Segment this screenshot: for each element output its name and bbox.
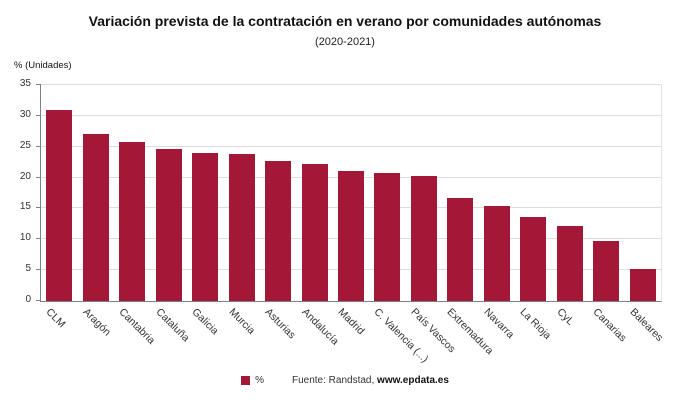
chart-subtitle: (2020-2021) bbox=[315, 36, 375, 48]
bar bbox=[228, 153, 255, 301]
bar bbox=[301, 164, 328, 301]
y-tick-mark bbox=[36, 176, 41, 178]
y-tick-label: 35 bbox=[19, 78, 31, 89]
x-axis-label: Murcia bbox=[226, 306, 257, 337]
bar-column: Andalucía bbox=[296, 85, 341, 348]
y-axis-ticks: 0 5 10 15 20 25 30 35 bbox=[0, 78, 36, 305]
y-tick-label: 20 bbox=[19, 170, 31, 182]
x-axis-label: La Rioja bbox=[517, 306, 554, 342]
y-tick-mark bbox=[36, 145, 41, 147]
x-axis-label: Andalucía bbox=[299, 306, 341, 348]
bar-column: La Rioja bbox=[515, 85, 554, 342]
bar-column: C. Valencia (...) bbox=[369, 85, 431, 365]
bar bbox=[119, 141, 146, 301]
gridline bbox=[41, 145, 661, 147]
chart-title: Variación prevista de la contratación en… bbox=[88, 13, 602, 29]
bar bbox=[82, 133, 109, 301]
y-tick-label: 15 bbox=[19, 201, 31, 213]
x-axis-label: CLM bbox=[43, 306, 68, 331]
x-axis-label: Baleares bbox=[627, 306, 666, 344]
bar-column: CyL bbox=[552, 85, 588, 328]
y-tick-mark bbox=[36, 84, 41, 85]
x-axis-label: Madrid bbox=[335, 306, 367, 338]
bars: CLM Aragón Cantabria Cataluña Galicia Murcia A… bbox=[41, 85, 665, 365]
x-axis-label: Canarias bbox=[590, 306, 629, 345]
x-axis-label: Navarra bbox=[481, 306, 517, 341]
bar bbox=[46, 109, 73, 301]
bar-column: Galicia bbox=[187, 85, 223, 337]
gridline bbox=[41, 84, 661, 85]
bar-column: Murcia bbox=[223, 85, 259, 337]
bar bbox=[192, 152, 219, 301]
plot-area: CLM Aragón Cantabria Cataluña Galicia Murcia A… bbox=[36, 84, 665, 365]
y-tick-label: 10 bbox=[19, 232, 31, 244]
y-tick-mark bbox=[36, 300, 41, 301]
x-axis-label: Aragón bbox=[80, 306, 113, 339]
source-link[interactable]: www.epdata.es bbox=[377, 375, 449, 386]
bar bbox=[483, 205, 510, 301]
bar-column: Canarias bbox=[588, 85, 629, 344]
bar-column: País Vascos bbox=[406, 85, 458, 355]
bar bbox=[155, 149, 182, 301]
y-tick-label: 0 bbox=[25, 294, 31, 305]
bar-column: CLM bbox=[41, 85, 77, 330]
source-prefix: Fuente: Randstad, bbox=[291, 375, 378, 386]
bar-column: Navarra bbox=[479, 85, 516, 341]
bar-column: Cataluña bbox=[150, 85, 191, 344]
bar-column: Madrid bbox=[333, 85, 369, 337]
y-axis-label: % (Unidades) bbox=[14, 60, 72, 71]
bar bbox=[593, 241, 620, 301]
y-tick-mark bbox=[36, 114, 41, 116]
bar-column: Baleares bbox=[625, 85, 665, 344]
bar bbox=[520, 217, 547, 301]
x-axis-label: CyL bbox=[554, 306, 577, 328]
bar bbox=[629, 268, 656, 301]
bar-column: Cantabria bbox=[114, 85, 157, 347]
y-tick-mark bbox=[36, 238, 41, 240]
x-axis-label: Asturias bbox=[262, 306, 298, 342]
y-tick-mark bbox=[36, 269, 41, 271]
bar bbox=[556, 225, 583, 301]
bar-column: Aragón bbox=[77, 85, 113, 338]
bar bbox=[374, 173, 401, 301]
bar-column: Asturias bbox=[260, 85, 298, 341]
y-tick-mark bbox=[36, 207, 41, 209]
x-axis-label: Cataluña bbox=[153, 306, 192, 345]
x-axis-label: Galicia bbox=[189, 306, 221, 338]
y-tick-label: 25 bbox=[19, 139, 31, 151]
bar bbox=[265, 160, 292, 301]
legend-label: % bbox=[255, 375, 264, 386]
y-tick-label: 30 bbox=[19, 108, 31, 120]
legend-row: % Fuente: Randstad, www.epdata.es bbox=[0, 375, 690, 386]
bar bbox=[410, 175, 437, 301]
legend-swatch bbox=[241, 376, 251, 385]
bar-column: Extremadura bbox=[442, 85, 496, 357]
bar bbox=[447, 197, 474, 301]
gridline bbox=[41, 114, 661, 116]
bar bbox=[337, 170, 364, 301]
x-axis-label: Cantabria bbox=[116, 306, 158, 347]
source-text: Fuente: Randstad, www.epdata.es bbox=[292, 375, 449, 386]
y-tick-label: 5 bbox=[25, 263, 31, 275]
